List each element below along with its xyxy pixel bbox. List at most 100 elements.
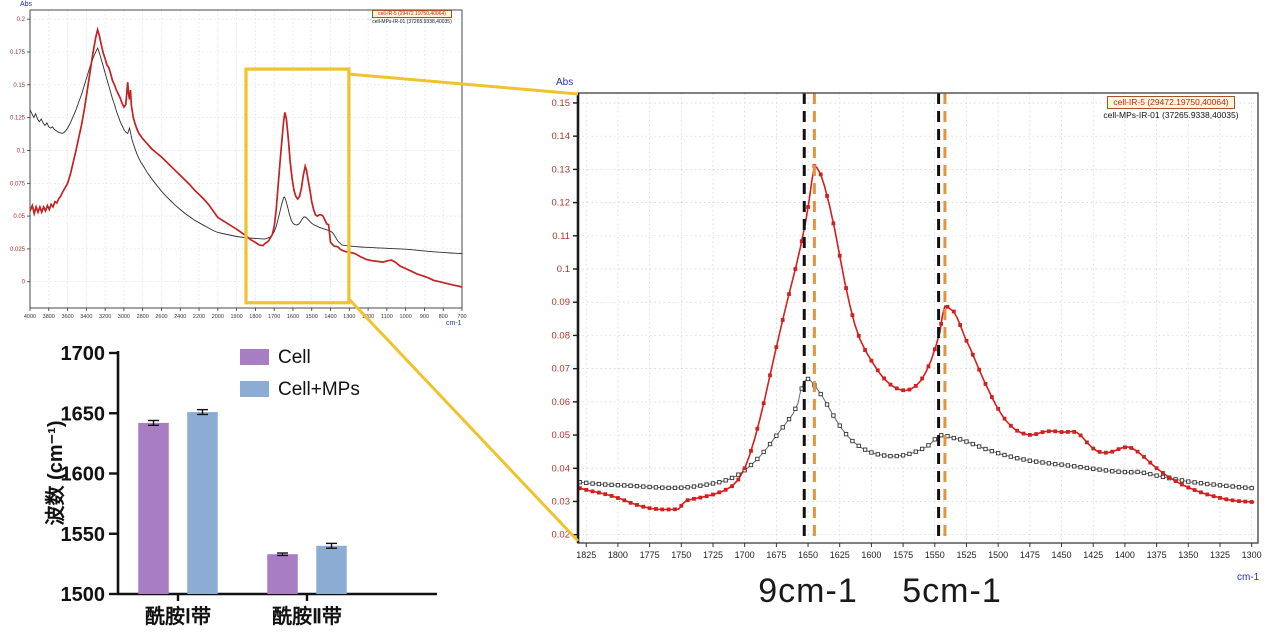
zoom-spectrum-chart: 1825 1800 1775 1750 1725 1700 1675 1650 1625 1600… — [552, 92, 1262, 560]
legend-swatch-Cell+MPs — [240, 381, 269, 397]
x-tick-label: 1725 — [703, 550, 723, 560]
x-tick-label: 1775 — [640, 550, 660, 560]
x-tick-label: 2600 — [155, 314, 167, 320]
x-tick-label: 3600 — [61, 314, 73, 320]
legend-label-Cell: Cell — [278, 347, 311, 368]
full-plot-area: 4000 3800 3600 3400 3200 3000 2800 2600 2400 2200… — [10, 9, 467, 320]
x-tick-label: 1750 — [671, 550, 691, 560]
y-tick-label: 1550 — [61, 524, 106, 546]
series-cell-mps — [29, 46, 463, 254]
x-tick-label: 3000 — [118, 314, 130, 320]
x-tick-label: 900 — [420, 314, 429, 320]
y-tick-label: 0.12 — [552, 198, 571, 209]
x-tick-label: 3800 — [43, 314, 55, 320]
bar-Cell-1 — [267, 554, 298, 594]
x-tick-label: 1600 — [861, 550, 881, 560]
y-tick-label: 1600 — [61, 464, 106, 486]
legend-entry-cell: cell-IR-5 (29472.19750,40064) — [1107, 96, 1235, 109]
legend-entry-cell: cell-IR-5 (29472.19750,40064) — [372, 10, 452, 19]
y-tick-label: 0.11 — [552, 231, 570, 242]
x-tick-label: 3200 — [99, 314, 111, 320]
bar-Cell+MPs-0 — [187, 412, 218, 594]
y-tick-label: 0.075 — [10, 181, 26, 187]
x-tick-label: 2000 — [212, 314, 224, 320]
y-tick-label: 0.1 — [557, 264, 570, 275]
x-tick-label: 1400 — [1115, 550, 1135, 560]
zoom-plot-area: 1825 1800 1775 1750 1725 1700 1675 1650 1625 1600… — [552, 92, 1262, 560]
y-tick-label: 1700 — [61, 343, 106, 365]
category-label: 酰胺Ⅰ带 — [145, 604, 211, 628]
peak-shift-annotation-amide2: 5cm-1 — [902, 572, 1002, 610]
x-tick-label: 3400 — [80, 314, 92, 320]
x-tick-label: 1675 — [766, 550, 786, 560]
y-tick-label: 0.08 — [552, 330, 571, 341]
y-tick-label: 0.04 — [552, 463, 571, 474]
series-cell — [29, 26, 463, 288]
x-tick-label: 1525 — [956, 550, 976, 560]
y-tick-label: 1650 — [61, 403, 106, 425]
peak-shift-annotation-amide1: 9cm-1 — [758, 572, 858, 610]
x-tick-label: 1800 — [249, 314, 261, 320]
x-tick-label: 1400 — [324, 314, 336, 320]
y-tick-label: 0.09 — [552, 297, 571, 308]
x-tick-label: 1300 — [1242, 550, 1262, 560]
bar-y-axis-title: 波数 (cm⁻¹) — [43, 421, 67, 526]
x-tick-label: 2200 — [193, 314, 205, 320]
x-tick-label: 1450 — [1052, 550, 1072, 560]
y-tick-label: 0.06 — [552, 397, 571, 408]
legend-label-Cell+MPs: Cell+MPs — [278, 379, 360, 400]
y-tick-label: 0.025 — [10, 247, 26, 253]
x-tick-label: 1500 — [988, 550, 1008, 560]
x-tick-label: 1900 — [230, 314, 242, 320]
markers-cell-mps — [577, 376, 1254, 491]
plot-border — [29, 9, 463, 309]
x-tick-label: 1600 — [287, 314, 299, 320]
x-tick-label: 1100 — [381, 314, 393, 320]
y-tick-label: 0.15 — [13, 83, 25, 89]
y-tick-label: 0.05 — [13, 214, 25, 220]
x-tick-label: 1700 — [268, 314, 280, 320]
y-tick-label: 0.14 — [552, 131, 571, 142]
legend-entry-cell-mps: cell-MPs-IR-01 (37265.9338,40035) — [372, 19, 452, 26]
x-tick-label: 1700 — [735, 550, 755, 560]
bar-Cell+MPs-1 — [316, 545, 347, 594]
y-tick-label: 0.13 — [552, 164, 571, 175]
y-tick-label: 0.02 — [552, 530, 571, 541]
y-tick-label: 0.175 — [10, 50, 26, 56]
x-tick-label: 1500 — [306, 314, 318, 320]
full-spectrum-legend: cell-IR-5 (29472.19750,40064) cell-MPs-I… — [352, 10, 472, 25]
band-position-bar-chart: 1500 1550 1600 1650 1700 波数 (cm⁻¹) 酰胺Ⅰ带 酰胺Ⅱ带 Cel… — [43, 343, 437, 628]
x-tick-label: 1000 — [400, 314, 412, 320]
y-tick-label: 0.1 — [17, 148, 26, 154]
x-tick-label: 1550 — [925, 550, 945, 560]
full-x-axis-title: cm-1 — [446, 320, 462, 327]
bar-plot-area: 1500 1550 1600 1650 1700 波数 (cm⁻¹) 酰胺Ⅰ带 酰胺Ⅱ带 Cel… — [43, 343, 437, 628]
x-tick-label: 1825 — [576, 550, 596, 560]
y-tick-label: 0.07 — [552, 364, 571, 375]
x-tick-label: 1300 — [343, 314, 355, 320]
y-tick-label: 1500 — [61, 584, 106, 606]
full-y-axis-title: Abs — [20, 1, 33, 8]
y-tick-label: 0.125 — [10, 116, 26, 122]
x-tick-label: 2400 — [174, 314, 186, 320]
x-tick-label: 2800 — [137, 314, 149, 320]
markers-cell — [578, 164, 1254, 512]
x-tick-label: 1575 — [893, 550, 913, 560]
x-tick-label: 1200 — [362, 314, 374, 320]
category-label: 酰胺Ⅱ带 — [272, 604, 342, 628]
x-tick-label: 4000 — [24, 314, 36, 320]
x-tick-label: 1325 — [1210, 550, 1230, 560]
y-tick-label: 0.2 — [17, 17, 26, 23]
zoom-x-axis-title: cm-1 — [1237, 572, 1260, 583]
x-tick-label: 1800 — [608, 550, 628, 560]
legend-entry-cell-mps: cell-MPs-IR-01 (37265.9338,40035) — [1103, 109, 1239, 120]
x-tick-label: 1425 — [1083, 550, 1103, 560]
x-tick-label: 1375 — [1147, 550, 1167, 560]
y-tick-label: 0.05 — [552, 430, 571, 441]
zoom-spectrum-legend: cell-IR-5 (29472.19750,40064) cell-MPs-I… — [1085, 96, 1257, 120]
full-spectrum-chart: 4000 3800 3600 3400 3200 3000 2800 2600 2400 2200… — [10, 9, 467, 320]
y-tick-label: 0.03 — [552, 496, 571, 507]
zoom-highlight-box — [244, 67, 351, 305]
y-tick-label: 0.15 — [552, 98, 571, 109]
